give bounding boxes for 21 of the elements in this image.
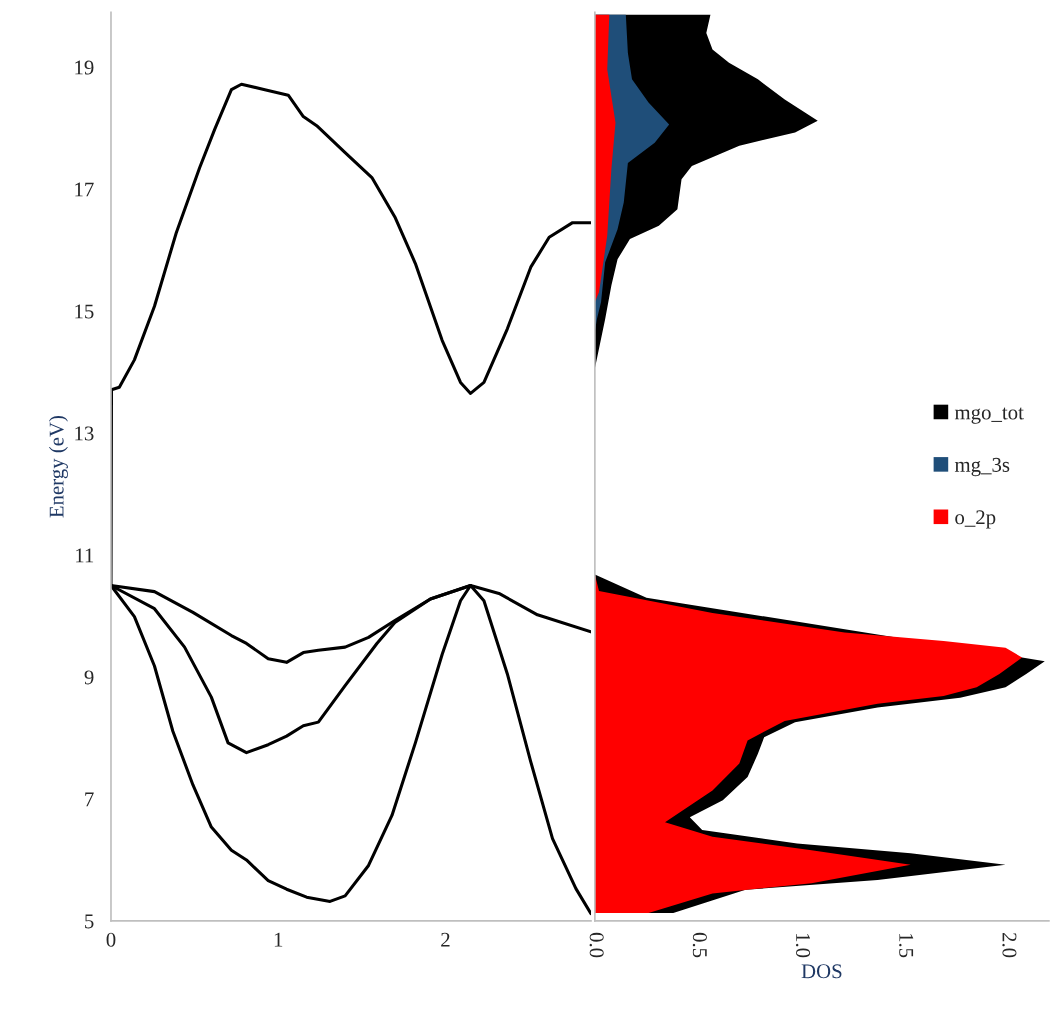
y-tick-label: 11: [76, 548, 94, 563]
x-tick-label: 2: [441, 932, 450, 947]
y-tick-label: 5: [85, 914, 94, 929]
x-tick-label: 0.0: [589, 932, 604, 958]
x-tick-label: 0.5: [692, 932, 707, 958]
y-tick-label: 7: [85, 792, 94, 807]
y-tick-label: 19: [75, 60, 94, 75]
legend-label: mgo_tot: [954, 407, 1024, 424]
y-axis-title: Energy (eV): [48, 415, 68, 518]
x-tick-label: 1: [274, 932, 283, 947]
x-tick-label: 0: [106, 932, 116, 947]
legend-label: o_2p: [955, 510, 996, 529]
x-tick-label: 1.5: [899, 933, 914, 958]
x-axis-title: DOS: [801, 964, 842, 979]
y-tick-label: 17: [75, 182, 94, 197]
x-tick-label: 2.0: [1002, 932, 1017, 958]
y-tick-label: 15: [75, 304, 94, 319]
x-tick-label: 1.0: [795, 933, 811, 958]
y-tick-label: 13: [75, 426, 94, 441]
legend-label: mg_3s: [954, 457, 1010, 477]
y-tick-label: 9: [84, 670, 94, 685]
